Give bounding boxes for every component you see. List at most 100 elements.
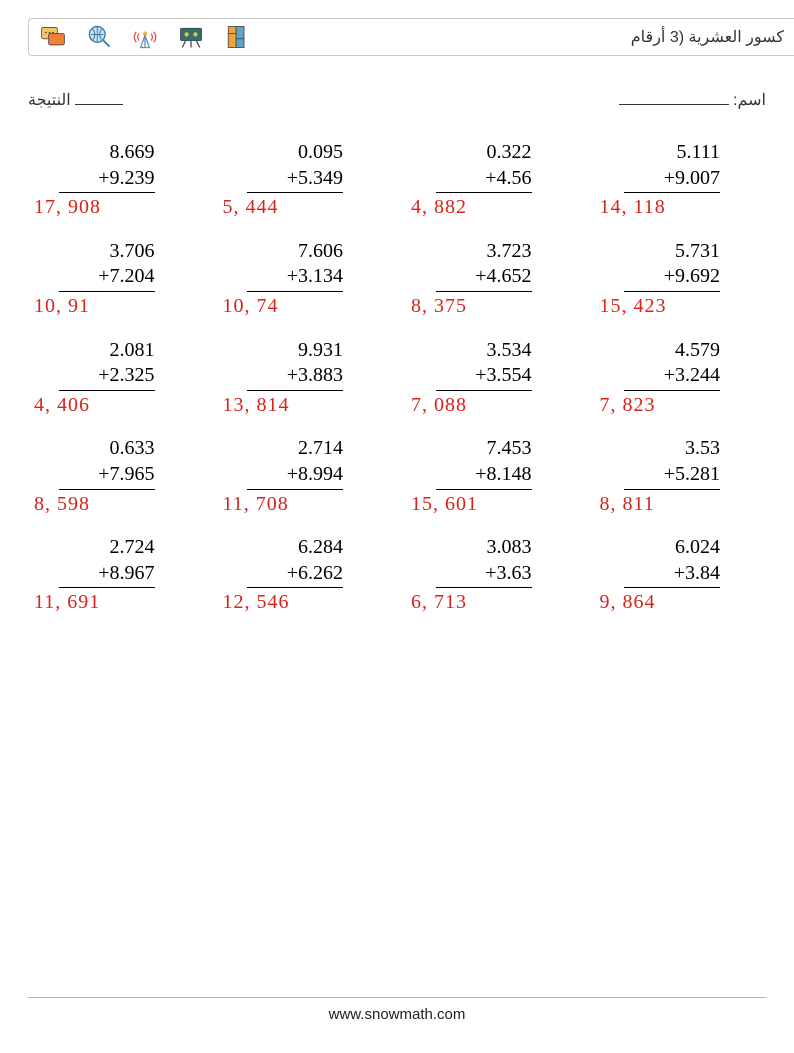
operand-b: +9.007 <box>624 166 720 194</box>
operand-a: 0.633 <box>59 436 155 462</box>
score-blank <box>75 104 123 105</box>
operand-a: 7.606 <box>247 239 343 265</box>
problem-cell: 3.53+5.281 8, 811 <box>586 436 775 517</box>
footer-divider <box>28 997 766 998</box>
answer: 8, 375 <box>411 294 572 320</box>
problem-cell: 9.931+3.88313, 814 <box>209 338 398 419</box>
addition-stack: 5.731+9.692 <box>624 239 720 292</box>
answer: 4, 406 <box>34 393 195 419</box>
operand-b: +3.63 <box>436 561 532 589</box>
footer-text: www.snowmath.com <box>329 1006 466 1023</box>
header-bar: كسور العشرية (3 أرقام <box>28 18 794 56</box>
name-field: اسم: <box>619 90 766 110</box>
operand-b: +9.239 <box>59 166 155 194</box>
problem-cell: 0.322+4.564, 882 <box>397 140 586 221</box>
operand-a: 2.081 <box>59 338 155 364</box>
answer: 13, 814 <box>223 393 384 419</box>
operand-b: +3.84 <box>624 561 720 589</box>
problems-grid: 8.669+9.23917, 9080.095+5.3495, 4440.322… <box>20 140 774 616</box>
problem-cell: 8.669+9.23917, 908 <box>20 140 209 221</box>
addition-stack: 0.322+4.56 <box>436 140 532 193</box>
footer: www.snowmath.com <box>0 997 794 1023</box>
addition-stack: 2.714+8.994 <box>247 436 343 489</box>
addition-stack: 3.723+4.652 <box>436 239 532 292</box>
problem-cell: 2.081+2.3254, 406 <box>20 338 209 419</box>
meta-row: اسم: النتيجة <box>28 90 766 110</box>
operand-a: 4.579 <box>624 338 720 364</box>
problem-cell: 3.534+3.5547, 088 <box>397 338 586 419</box>
answer: 12, 546 <box>223 590 384 616</box>
score-field: النتيجة <box>28 90 123 110</box>
problem-cell: 4.579+3.2447, 823 <box>586 338 775 419</box>
problem-cell: 6.024+3.849, 864 <box>586 535 775 616</box>
addition-stack: 4.579+3.244 <box>624 338 720 391</box>
score-label: النتيجة <box>28 92 71 109</box>
answer: 10, 91 <box>34 294 195 320</box>
operand-a: 3.706 <box>59 239 155 265</box>
addition-stack: 6.284+6.262 <box>247 535 343 588</box>
operand-b: +4.56 <box>436 166 532 194</box>
operand-b: +8.994 <box>247 462 343 490</box>
operand-a: 6.284 <box>247 535 343 561</box>
problem-cell: 5.111+9.00714, 118 <box>586 140 775 221</box>
problem-cell: 3.723+4.6528, 375 <box>397 239 586 320</box>
problem-cell: 0.095+5.3495, 444 <box>209 140 398 221</box>
addition-stack: 0.633+7.965 <box>59 436 155 489</box>
answer: 11, 708 <box>223 492 384 518</box>
operand-b: +6.262 <box>247 561 343 589</box>
problem-cell: 2.724+8.96711, 691 <box>20 535 209 616</box>
name-blank <box>619 104 729 105</box>
operand-a: 3.723 <box>436 239 532 265</box>
addition-stack: 7.453+8.148 <box>436 436 532 489</box>
operand-b: +7.204 <box>59 264 155 292</box>
problem-cell: 5.731+9.69215, 423 <box>586 239 775 320</box>
operand-a: 2.714 <box>247 436 343 462</box>
operand-a: 9.931 <box>247 338 343 364</box>
antenna-icon <box>131 23 159 51</box>
answer: 8, 598 <box>34 492 195 518</box>
operand-a: 8.669 <box>59 140 155 166</box>
addition-stack: 5.111+9.007 <box>624 140 720 193</box>
books-icon <box>223 23 251 51</box>
name-label: اسم <box>738 92 767 109</box>
answer: 17, 908 <box>34 195 195 221</box>
chat-icon <box>39 23 67 51</box>
operand-b: +7.965 <box>59 462 155 490</box>
problem-cell: 0.633+7.9658, 598 <box>20 436 209 517</box>
operand-b: +3.134 <box>247 264 343 292</box>
addition-stack: 8.669+9.239 <box>59 140 155 193</box>
answer: 6, 713 <box>411 590 572 616</box>
problem-cell: 7.606+3.13410, 74 <box>209 239 398 320</box>
addition-stack: 7.606+3.134 <box>247 239 343 292</box>
answer: 10, 74 <box>223 294 384 320</box>
operand-b: +5.349 <box>247 166 343 194</box>
answer: 11, 691 <box>34 590 195 616</box>
problem-cell: 3.706+7.20410, 91 <box>20 239 209 320</box>
addition-stack: 6.024+3.84 <box>624 535 720 588</box>
globe-icon <box>85 23 113 51</box>
answer: 15, 601 <box>411 492 572 518</box>
operand-b: +8.967 <box>59 561 155 589</box>
operand-b: +4.652 <box>436 264 532 292</box>
addition-stack: 3.534+3.554 <box>436 338 532 391</box>
answer: 5, 444 <box>223 195 384 221</box>
operand-b: +3.883 <box>247 363 343 391</box>
answer: 9, 864 <box>600 590 761 616</box>
answer: 14, 118 <box>600 195 761 221</box>
problem-cell: 2.714+8.99411, 708 <box>209 436 398 517</box>
operand-a: 6.024 <box>624 535 720 561</box>
addition-stack: 3.53+5.281 <box>624 436 720 489</box>
operand-a: 7.453 <box>436 436 532 462</box>
operand-a: 3.534 <box>436 338 532 364</box>
answer: 8, 811 <box>600 492 761 518</box>
addition-stack: 2.724+8.967 <box>59 535 155 588</box>
answer: 7, 823 <box>600 393 761 419</box>
operand-a: 5.731 <box>624 239 720 265</box>
board-icon <box>177 23 205 51</box>
operand-b: +3.244 <box>624 363 720 391</box>
operand-b: +8.148 <box>436 462 532 490</box>
header-icons <box>39 23 251 51</box>
operand-a: 3.083 <box>436 535 532 561</box>
operand-a: 3.53 <box>624 436 720 462</box>
answer: 4, 882 <box>411 195 572 221</box>
